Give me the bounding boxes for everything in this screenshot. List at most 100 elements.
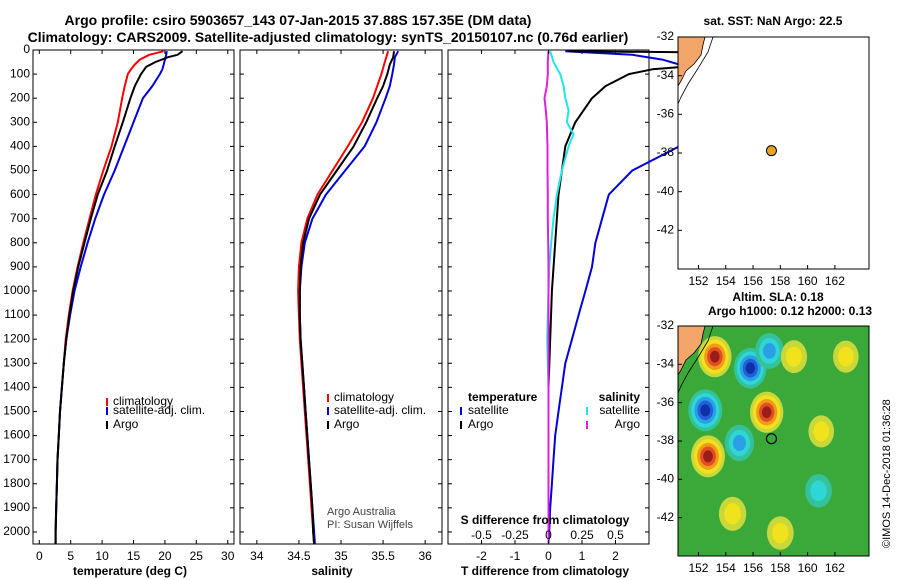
x-tick-label: 34 [250, 549, 264, 563]
x-tick-label: -1 [510, 549, 521, 563]
depth-tick-label: 1500 [3, 404, 30, 418]
lon-tick-label: 154 [716, 274, 736, 288]
lon-tick-label: 160 [798, 561, 818, 575]
salinity-legend: climatology satellite-adj. clim. Argo [327, 390, 426, 431]
salinity-xlabel: salinity [311, 564, 353, 578]
depth-tick-label: 300 [10, 114, 30, 128]
sla-eddy-contour [703, 450, 713, 463]
bathymetry-contour [677, 36, 714, 105]
sal-legend-argo: Argo [334, 417, 360, 431]
diff-legend-s-satellite: satellite [599, 403, 640, 417]
lat-tick-label: -40 [657, 184, 675, 198]
coastline-landmass-sla [678, 326, 706, 376]
temp-legend-climatology: climatology [113, 394, 173, 408]
depth-tick-label: 1200 [3, 331, 30, 345]
coastline-landmass [677, 36, 706, 88]
depth-tick-label: 800 [10, 235, 30, 249]
sla-eddy-contour [761, 406, 772, 419]
sst-map-panel: sat. SST: NaN Argo: 22.5 152 154 156 158 160… [657, 14, 870, 288]
depth-tick-label: 1900 [3, 500, 30, 514]
sla-eddy-contour [810, 480, 827, 502]
lon-tick-label: 156 [743, 561, 763, 575]
diff-legend-s-argo: Argo [615, 417, 641, 431]
depth-tick-label: 900 [10, 259, 30, 273]
salinity-panel: 34 34.5 35 35.5 36 salinity climatology sate… [239, 49, 443, 578]
depth-axis: 0 100 200 300 400 500 600 700 800 900 1000 1100 1200… [3, 42, 649, 538]
series-line-salinity-argo [298, 51, 395, 545]
sal-legend-climatology: climatology [334, 390, 394, 404]
sla-eddy-contour [700, 404, 711, 417]
diff-legend-salinity-title: salinity [599, 390, 641, 404]
x-tick-label: 15 [127, 549, 141, 563]
depth-tick-label: 700 [10, 211, 30, 225]
x-tick-label: 34.5 [287, 549, 311, 563]
depth-tick-label: 200 [10, 90, 30, 104]
diff-legend-t-argo: Argo [468, 417, 494, 431]
depth-tick-label: 1600 [3, 428, 30, 442]
imos-stamp: ©IMOS 14-Dec-2018 01:36:28 [881, 399, 893, 548]
s-difference-xlabel: S difference from climatology [461, 513, 630, 527]
depth-tick-label: 400 [10, 139, 30, 153]
x-tick-label: 35.5 [371, 549, 395, 563]
x-tick-label: 25 [190, 549, 204, 563]
x-tick-label: 20 [158, 549, 172, 563]
depth-tick-label: 1400 [3, 380, 30, 394]
sal-legend-satellite: satellite-adj. clim. [334, 403, 426, 417]
diff-legend-temperature-title: temperature [468, 390, 538, 404]
lat-tick-label: -32 [657, 29, 675, 43]
t-difference-xlabel: T difference from climatology [461, 564, 629, 578]
s-tick-label: -0.25 [501, 528, 529, 542]
temperature-panel: 0 5 10 15 20 25 30 temperature (deg C) climato… [32, 49, 235, 578]
lat-tick-label: -36 [657, 107, 675, 121]
x-tick-label: 0 [545, 549, 552, 563]
credit-argo-australia: Argo Australia [327, 506, 396, 518]
title-line-1: Argo profile: csiro 5903657_143 07-Jan-2… [65, 12, 532, 28]
lon-tick-label: 156 [743, 274, 763, 288]
temperature-xlabel: temperature (deg C) [73, 564, 187, 578]
argo-float-marker-sst [765, 145, 777, 157]
x-tick-label: 1 [579, 549, 586, 563]
lat-tick-label: -42 [657, 223, 675, 237]
lon-tick-label: 152 [688, 274, 708, 288]
lon-tick-label: 158 [770, 274, 790, 288]
diff-legend-t-satellite: satellite [468, 403, 509, 417]
s-tick-label: 0 [545, 528, 552, 542]
sla-eddy-contour [763, 343, 776, 359]
depth-tick-label: 500 [10, 163, 30, 177]
depth-tick-label: 1700 [3, 452, 30, 466]
x-tick-label: 36 [418, 549, 432, 563]
temp-legend-satellite: satellite-adj. clim. [113, 403, 205, 417]
x-tick-label: 30 [221, 549, 235, 563]
bathymetry-contour-sla [678, 326, 714, 394]
sla-eddy-contour [813, 421, 830, 442]
sla-eddy-contour [732, 434, 746, 452]
title-line-2: Climatology: CARS2009. Satellite-adjuste… [28, 29, 629, 45]
sla-eddy-contour [745, 362, 756, 374]
series-line-salinity-satellite-adj-clim- [298, 50, 400, 545]
lon-tick-label: 158 [770, 561, 790, 575]
depth-tick-label: 600 [10, 187, 30, 201]
argo-float-marker-sla [765, 433, 778, 445]
depth-tick-label: 1800 [3, 476, 30, 490]
depth-tick-label: 1100 [4, 307, 30, 321]
lon-tick-label: 162 [825, 561, 845, 575]
depth-tick-label: 100 [10, 66, 30, 80]
lat-tick-label: -36 [657, 395, 675, 409]
lat-tick-label: -40 [657, 472, 675, 486]
sla-eddy-contour [772, 522, 789, 544]
lon-tick-label: 160 [798, 274, 818, 288]
sla-eddy-contour [837, 346, 854, 367]
lon-tick-label: 154 [716, 561, 736, 575]
depth-tick-label: 0 [23, 42, 30, 56]
x-tick-label: -2 [476, 549, 487, 563]
s-tick-label: 0.25 [570, 528, 594, 542]
series-line-temperature-argo [54, 50, 184, 544]
sla-map-title-1: Altim. SLA: 0.18 [732, 290, 824, 304]
sla-eddy-contour [785, 346, 803, 367]
sla-map-panel: Altim. SLA: 0.18 Argo h1000: 0.12 h2000:… [657, 290, 873, 575]
difference-legend: temperature satellite Argo salinity sate… [460, 390, 641, 431]
lat-tick-label: -34 [657, 68, 675, 82]
x-tick-label: 35 [334, 549, 348, 563]
credit-pi: PI: Susan Wijffels [327, 519, 413, 531]
